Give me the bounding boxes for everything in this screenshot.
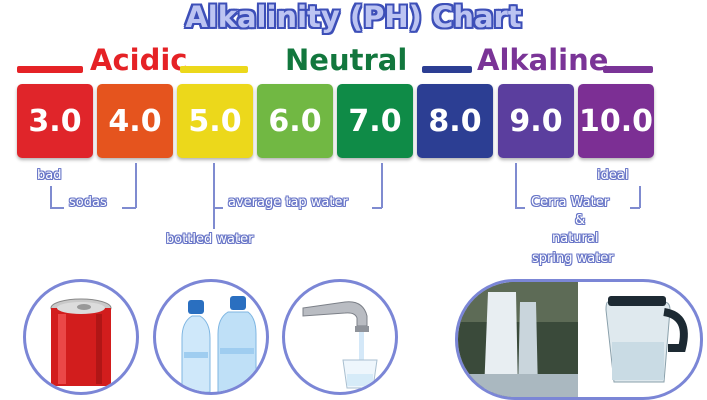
alkaline-line-right: [603, 66, 653, 73]
alkaline-bracket-bottom-left: [515, 207, 525, 209]
acidic-heading: Acidic: [90, 43, 188, 77]
water-bottles-icon: [181, 296, 257, 392]
label-ideal: ideal: [597, 168, 629, 183]
acidic-line-left: [17, 66, 83, 73]
bottled-water-line: [213, 163, 215, 229]
nature-water-icon: [458, 282, 694, 397]
chart-title: Alkalinity (PH) Chart: [185, 0, 522, 34]
faucet-icon: [302, 301, 378, 389]
alkaline-bracket-left: [515, 163, 517, 208]
ph-box-5: 5.0: [177, 84, 253, 158]
ph-box-10: 10.0: [578, 84, 654, 158]
ph-box-9: 9.0: [498, 84, 574, 158]
label-natural: natural: [552, 231, 599, 246]
alkaline-bracket-bottom-right: [630, 207, 640, 209]
label-cerra-water: Cerra Water: [531, 195, 610, 210]
tap-water-line: [381, 163, 383, 208]
label-average-tap-water: average tap water: [228, 195, 348, 210]
label-ampersand: &: [575, 213, 586, 228]
label-spring-water: spring water: [532, 251, 614, 266]
bracket-acidic-right: [135, 163, 137, 208]
alkaline-bracket-right: [639, 186, 641, 208]
tap-water-bracket-right: [372, 207, 382, 209]
alkaline-line-left: [422, 66, 472, 73]
faucet-image: [282, 279, 398, 395]
acidic-line-right: [180, 66, 248, 73]
label-sodas: sodas: [69, 195, 107, 210]
label-bottled-water: bottled water: [166, 232, 254, 247]
bracket-acidic-bottom-right: [122, 207, 136, 209]
neutral-heading: Neutral: [285, 43, 408, 77]
label-bad: bad: [37, 168, 62, 183]
ph-box-7: 7.0: [337, 84, 413, 158]
ph-box-6: 6.0: [257, 84, 333, 158]
water-bottles-image: [153, 279, 269, 395]
soda-can-image: [23, 279, 139, 395]
ph-box-8: 8.0: [417, 84, 493, 158]
ph-box-3: 3.0: [17, 84, 93, 158]
tap-water-bracket-left: [213, 207, 223, 209]
nature-water-image: [455, 279, 703, 400]
bracket-acidic-bottom-left: [50, 207, 64, 209]
ph-box-4: 4.0: [97, 84, 173, 158]
bracket-acidic-left: [50, 186, 52, 208]
soda-can-icon: [50, 298, 112, 386]
alkaline-heading: Alkaline: [477, 43, 609, 77]
